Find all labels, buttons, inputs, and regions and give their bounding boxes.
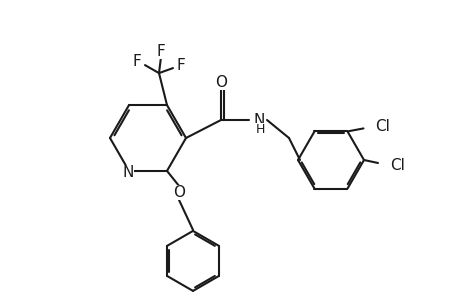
Text: Cl: Cl (375, 119, 390, 134)
Text: N: N (122, 165, 134, 180)
Text: F: F (156, 44, 165, 59)
Text: F: F (176, 58, 185, 73)
Text: O: O (173, 185, 185, 200)
Text: N: N (253, 112, 264, 128)
Text: H: H (255, 122, 264, 136)
Text: O: O (214, 74, 226, 89)
Text: F: F (132, 54, 141, 69)
Text: Cl: Cl (389, 158, 404, 172)
